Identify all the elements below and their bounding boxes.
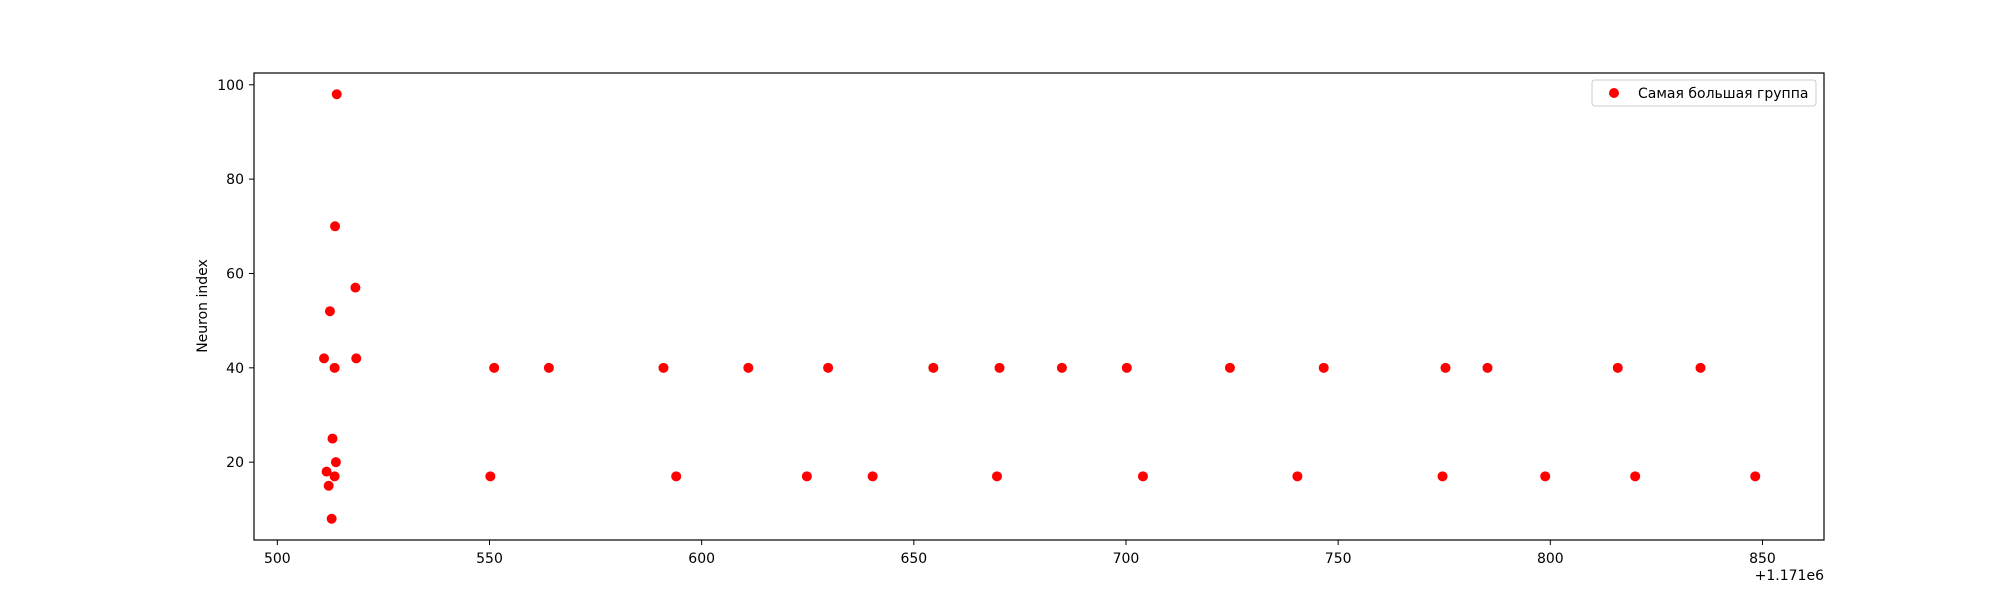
y-tick-label: 20 <box>226 455 244 471</box>
data-point <box>327 433 338 444</box>
data-point <box>323 480 334 491</box>
data-point <box>324 306 335 317</box>
data-point <box>994 362 1005 373</box>
data-point <box>928 362 939 373</box>
data-point <box>1695 362 1706 373</box>
data-point <box>1437 471 1448 482</box>
data-point <box>1056 362 1067 373</box>
x-tick-label: 550 <box>476 551 503 567</box>
data-point <box>1612 362 1623 373</box>
x-tick-label: 500 <box>264 551 291 567</box>
y-tick-label: 80 <box>226 172 244 188</box>
data-point <box>743 362 754 373</box>
data-point <box>1630 471 1641 482</box>
legend-box <box>1591 79 1817 107</box>
data-point <box>991 471 1002 482</box>
x-tick-label: 650 <box>900 551 927 567</box>
plot-frame <box>253 72 1825 541</box>
x-offset-label: +1.171e6 <box>1755 568 1824 584</box>
x-tick-label: 700 <box>1113 551 1140 567</box>
data-point <box>671 471 682 482</box>
data-point <box>1224 362 1235 373</box>
data-point <box>1318 362 1329 373</box>
data-point <box>321 466 332 477</box>
data-point <box>331 89 342 100</box>
x-tick-label: 800 <box>1537 551 1564 567</box>
data-point <box>319 353 330 364</box>
data-point <box>658 362 669 373</box>
data-point <box>329 471 340 482</box>
y-tick-label: 60 <box>226 266 244 282</box>
data-point <box>1121 362 1132 373</box>
data-point <box>1440 362 1451 373</box>
y-tick-label: 100 <box>217 78 244 94</box>
data-point <box>1292 471 1303 482</box>
data-point <box>350 282 361 293</box>
data-point <box>351 353 362 364</box>
plot-area <box>254 73 1824 540</box>
y-tick-label: 40 <box>226 361 244 377</box>
x-tick-label: 600 <box>688 551 715 567</box>
x-tick-label: 850 <box>1749 551 1776 567</box>
y-axis-label: Neuron index <box>195 259 211 353</box>
data-point <box>489 362 500 373</box>
data-point <box>801 471 812 482</box>
data-point <box>867 471 878 482</box>
data-point <box>1750 471 1761 482</box>
data-point <box>823 362 834 373</box>
data-point <box>326 513 337 524</box>
data-point <box>543 362 554 373</box>
y-axis: 20 40 60 80 100 <box>217 78 254 471</box>
points-layer <box>319 89 1761 524</box>
legend-marker <box>1609 88 1619 98</box>
x-tick-label: 750 <box>1325 551 1352 567</box>
data-point <box>1482 362 1493 373</box>
x-axis: 500 550 600 650 700 750 800 850 <box>264 540 1776 567</box>
data-point <box>330 221 341 232</box>
legend: Самая большая группа <box>1591 79 1817 107</box>
data-point <box>329 362 340 373</box>
legend-label: Самая большая группа <box>1638 86 1808 102</box>
data-point <box>1540 471 1551 482</box>
data-point <box>330 457 341 468</box>
data-point <box>485 471 496 482</box>
data-point <box>1137 471 1148 482</box>
